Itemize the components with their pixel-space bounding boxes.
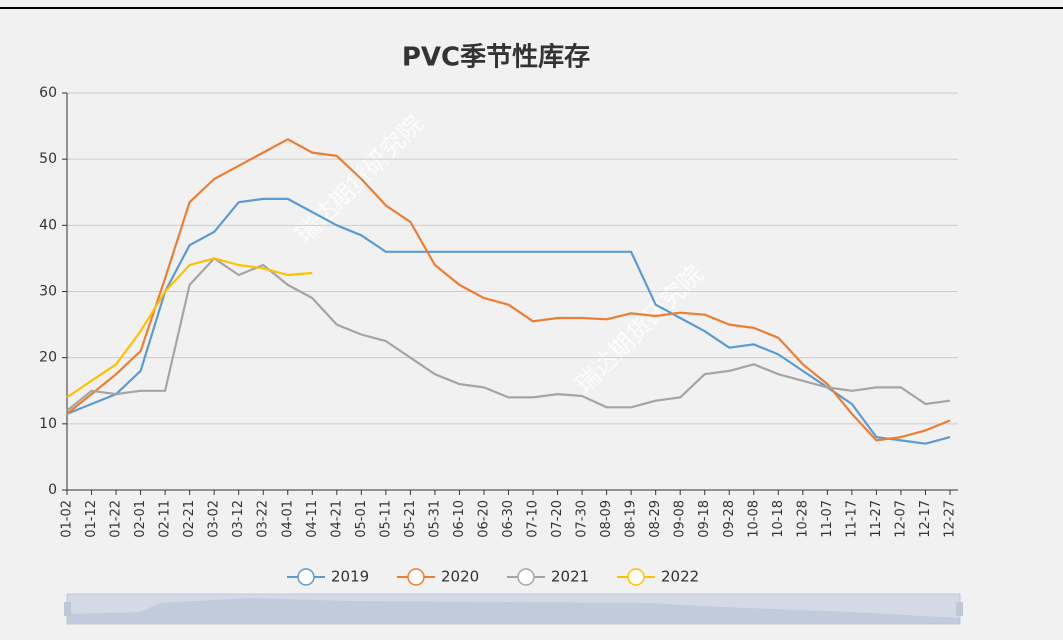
y-tick-label: 30 — [39, 284, 57, 300]
x-tick-label: 11-17 — [844, 500, 859, 538]
x-tick-label: 03-12 — [231, 500, 246, 538]
legend-label: 2022 — [661, 568, 699, 586]
x-tick-label: 03-02 — [207, 500, 222, 538]
x-tick-label: 08-19 — [624, 500, 639, 538]
x-tick-label: 02-11 — [158, 500, 173, 538]
x-tick-label: 05-31 — [427, 500, 442, 538]
y-tick-label: 20 — [39, 350, 57, 366]
legend-item[interactable]: 2021 — [507, 568, 589, 586]
legend-marker — [407, 568, 425, 586]
x-tick-label: 05-01 — [354, 500, 369, 538]
x-tick-label: 02-21 — [182, 500, 197, 538]
zoom-shadow — [67, 598, 960, 624]
y-tick-label: 60 — [39, 85, 57, 101]
x-tick-label: 12-27 — [943, 500, 958, 538]
series-line — [66, 197, 951, 445]
legend-item[interactable]: 2020 — [397, 568, 479, 586]
x-tick-label: 01-02 — [60, 500, 75, 538]
x-tick-label: 10-18 — [771, 500, 786, 538]
y-tick-label: 10 — [39, 416, 57, 432]
x-tick-label: 06-30 — [501, 500, 516, 538]
legend-label: 2020 — [441, 568, 479, 586]
x-tick-label: 10-08 — [746, 500, 761, 538]
data-zoom[interactable] — [64, 593, 963, 625]
zoom-handle[interactable] — [64, 602, 71, 616]
x-tick-label: 09-28 — [722, 500, 737, 538]
series-line — [66, 138, 951, 442]
x-tick-label: 04-21 — [329, 500, 344, 538]
x-tick-label: 02-01 — [133, 500, 148, 538]
chart-title: PVC季节性库存 — [402, 43, 590, 73]
x-tick-label: 08-09 — [599, 500, 614, 538]
x-tick-label: 04-11 — [305, 500, 320, 538]
y-tick-label: 50 — [39, 151, 57, 167]
x-tick-label: 11-07 — [820, 500, 835, 538]
x-tick-label: 01-12 — [84, 500, 99, 538]
zoom-handle[interactable] — [956, 602, 963, 616]
x-tick-label: 09-18 — [697, 500, 712, 538]
x-tick-label: 07-10 — [526, 500, 541, 538]
x-tick-label: 06-10 — [452, 500, 467, 538]
legend-label: 2021 — [551, 568, 589, 586]
x-tick-label: 07-20 — [550, 500, 565, 538]
series-line — [66, 257, 313, 399]
x-tick-label: 08-29 — [648, 500, 663, 538]
x-tick-label: 12-17 — [918, 500, 933, 538]
y-tick-label: 40 — [39, 217, 57, 233]
x-tick-label: 03-22 — [256, 500, 271, 538]
x-tick-label: 12-07 — [893, 500, 908, 538]
x-tick-label: 01-22 — [109, 500, 124, 538]
legend-item[interactable]: 2022 — [617, 568, 699, 586]
x-tick-label: 10-28 — [795, 500, 810, 538]
legend-label: 2019 — [331, 568, 369, 586]
legend-marker — [627, 568, 645, 586]
legend-item[interactable]: 2019 — [287, 568, 369, 586]
x-tick-label: 11-27 — [869, 500, 884, 538]
x-tick-label: 07-30 — [575, 500, 590, 538]
x-tick-label: 05-21 — [403, 500, 418, 538]
y-tick-label: 0 — [48, 482, 57, 498]
x-tick-label: 05-11 — [378, 500, 393, 538]
x-tick-label: 09-08 — [673, 500, 688, 538]
x-tick-label: 04-01 — [280, 500, 295, 538]
x-tick-label: 06-20 — [476, 500, 491, 538]
legend-marker — [517, 568, 535, 586]
legend-marker — [297, 568, 315, 586]
